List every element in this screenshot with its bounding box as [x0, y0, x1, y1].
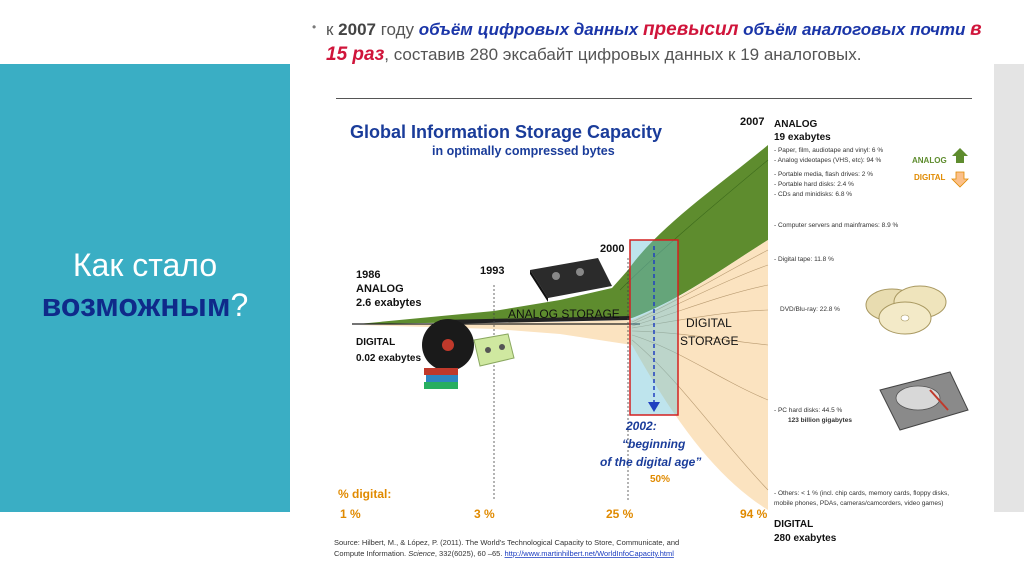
source-line2: Compute Information. Science, 332(6025),…: [334, 549, 674, 558]
digital-item: mobile phones, PDAs, cameras/camcorders,…: [774, 500, 943, 507]
left-accent-panel: [0, 64, 290, 512]
digital-item: - CDs and minidisks: 6.8 %: [774, 191, 852, 198]
slide-title-line1: Как стало: [72, 247, 218, 283]
books-icon: [424, 368, 458, 389]
analog-2007-label: ANALOG: [774, 119, 818, 130]
slide-title: Как стало возможным?: [0, 245, 290, 325]
source-line1: Source: Hilbert, M., & López, P. (2011).…: [334, 538, 679, 547]
analog-2007-value: 19 exabytes: [774, 132, 831, 143]
down-arrow-icon: [951, 171, 969, 188]
source-part: Compute Information.: [334, 549, 408, 558]
baseline-dark: [439, 316, 631, 324]
slide-title-bold: возможным: [41, 287, 231, 323]
year-1986: 1986: [356, 269, 380, 281]
header-paragraph: к 2007 году объём цифровых данных превыс…: [326, 17, 986, 67]
analog-item: - Analog videotapes (VHS, etc): 94 %: [774, 157, 882, 164]
digital-storage-label-2: STORAGE: [680, 334, 738, 348]
header-part: году: [376, 20, 419, 39]
year-2000: 2000: [600, 243, 624, 255]
header-emph-red: в 15 раз: [326, 19, 982, 65]
source-part: , 332(6025), 60 –65.: [435, 549, 505, 558]
up-arrow-icon: [952, 148, 968, 163]
digital-1986-value: 0.02 exabytes: [356, 353, 421, 364]
digital-age-year: 2002:: [625, 419, 657, 433]
slide-title-line2: возможным?: [0, 285, 290, 325]
legend-digital: DIGITAL: [914, 173, 946, 182]
digital-1986-label: DIGITAL: [356, 337, 395, 348]
pct-digital-title: % digital:: [338, 487, 391, 501]
legend-analog: ANALOG: [912, 156, 947, 165]
digital-age-pct: 50%: [650, 474, 670, 485]
digital-age-line1: “beginning: [622, 437, 686, 451]
chart-title: Global Information Storage Capacity: [350, 122, 662, 142]
digital-item: DVD/Blu-ray: 22.8 %: [780, 306, 840, 313]
analog-item: - Paper, film, audiotape and vinyl: 6 %: [774, 147, 883, 154]
digital-item: - Others: < 1 % (incl. chip cards, memor…: [774, 490, 949, 497]
right-gray-strip: [994, 64, 1024, 512]
pct-1993: 3 %: [474, 507, 495, 521]
year-1993: 1993: [480, 265, 504, 277]
slide-title-tail: ?: [230, 287, 249, 323]
digital-item: - Digital tape: 11.8 %: [774, 256, 834, 263]
digital-area: [358, 240, 768, 510]
hard-disk-icon: [879, 371, 969, 431]
header-emph: объём цифровых данных: [418, 20, 643, 39]
digital-2007-label: DIGITAL: [774, 519, 813, 530]
source-journal: Science: [408, 549, 435, 558]
header-part: , составив 280 эксабайт цифровых данных …: [384, 45, 862, 64]
optical-discs-icon: [865, 285, 947, 335]
header-divider: [336, 98, 972, 99]
pct-2000: 25 %: [606, 507, 634, 521]
chart-subtitle: in optimally compressed bytes: [432, 144, 615, 158]
vinyl-record-icon: [422, 319, 474, 371]
analog-storage-label: ANALOG STORAGE: [508, 307, 620, 321]
digital-item: - Portable media, flash drives: 2 %: [774, 171, 873, 178]
pct-2007: 94 %: [740, 507, 768, 521]
digital-item: 123 billion gigabytes: [788, 417, 852, 424]
analog-1986-label: ANALOG: [356, 283, 404, 295]
header-emph: объём аналоговых почти: [738, 20, 971, 39]
analog-area: [358, 145, 768, 324]
vhs-tape-icon: [530, 258, 612, 302]
digital-item: - PC hard disks: 44.5 %: [774, 407, 842, 414]
bullet-icon: •: [312, 20, 317, 34]
year-2007: 2007: [740, 116, 764, 128]
digital-item: - Computer servers and mainframes: 8.9 %: [774, 222, 898, 229]
audio-cassette-icon: [473, 333, 515, 367]
source-link[interactable]: http://www.martinhilbert.net/WorldInfoCa…: [505, 549, 675, 558]
digital-storage-label-1: DIGITAL: [686, 316, 732, 330]
analog-1986-value: 2.6 exabytes: [356, 297, 421, 309]
header-part: к: [326, 20, 339, 39]
header-emph-red: превысил: [642, 19, 739, 40]
arrow-head-icon: [648, 402, 660, 412]
digital-strata-lines: [631, 249, 769, 491]
digital-2007-value: 280 exabytes: [774, 533, 837, 544]
digital-age-line2: of the digital age”: [600, 455, 701, 469]
pct-1986: 1 %: [340, 507, 361, 521]
digital-item: - Portable hard disks: 2.4 %: [774, 181, 854, 188]
analog-strata-line: [619, 159, 769, 291]
header-year: 2007: [338, 20, 376, 39]
